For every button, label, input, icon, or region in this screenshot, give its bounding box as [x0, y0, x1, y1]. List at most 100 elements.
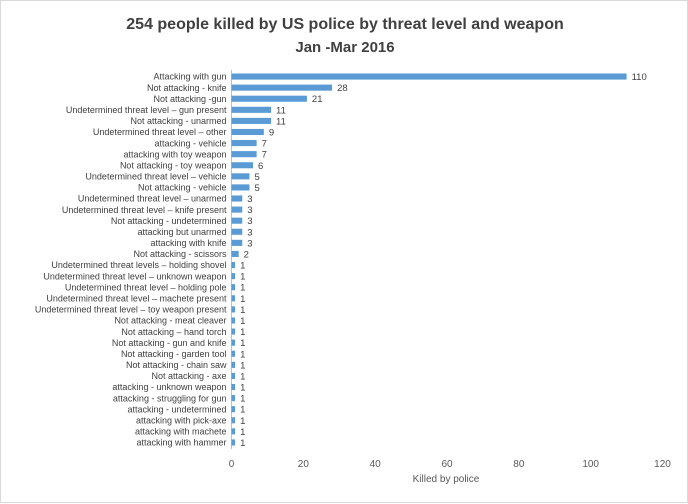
category-label: attacking - unknown weapon — [112, 382, 226, 392]
category-label: Undetermined threat level – gun present — [66, 105, 227, 115]
category-label: attacking with machete — [135, 427, 227, 437]
bar — [231, 417, 236, 424]
data-label: 1 — [240, 360, 245, 371]
data-label: 1 — [240, 294, 245, 305]
bar — [231, 361, 236, 368]
data-label: 2 — [244, 249, 249, 260]
category-label: Undetermined threat level – other — [93, 127, 227, 137]
data-label: 3 — [247, 227, 252, 238]
category-label: attacking with toy weapon — [123, 149, 226, 159]
bar — [231, 173, 250, 180]
data-label: 9 — [269, 127, 274, 138]
category-label: attacking - vehicle — [154, 138, 226, 148]
category-label: Undetermined threat level – machete pres… — [46, 294, 227, 304]
category-label: Not attacking -gun — [153, 94, 226, 104]
x-tick-label: 100 — [582, 459, 599, 470]
bar — [231, 295, 236, 302]
x-axis-label: Killed by police — [413, 474, 480, 485]
data-label: 1 — [240, 327, 245, 338]
bar — [231, 350, 236, 357]
data-label: 1 — [240, 405, 245, 416]
data-label: 1 — [240, 316, 245, 327]
data-label: 3 — [247, 216, 252, 227]
category-label: Not attacking - axe — [151, 371, 226, 381]
bar — [231, 428, 236, 435]
data-label: 11 — [276, 116, 286, 127]
category-label: Attacking with gun — [153, 72, 226, 82]
bars-group — [231, 73, 627, 446]
bar — [231, 106, 272, 113]
bar — [231, 117, 272, 124]
bar — [231, 306, 236, 313]
data-label: 1 — [240, 338, 245, 349]
category-label: Not attacking - knife — [147, 83, 227, 93]
data-label: 7 — [262, 139, 267, 150]
x-tick-label: 0 — [229, 459, 235, 470]
data-label: 1 — [240, 371, 245, 382]
bar — [231, 206, 243, 213]
bar — [231, 284, 236, 291]
bar — [231, 273, 236, 280]
bar — [231, 395, 236, 402]
data-label: 11 — [276, 105, 286, 116]
data-label: 6 — [258, 161, 263, 172]
data-label: 1 — [240, 283, 245, 294]
category-label: Not attacking – hand torch — [121, 327, 226, 337]
category-label: Undetermined threat levels – holding sho… — [51, 260, 226, 270]
category-label: Undetermined threat level – holding pole — [65, 282, 227, 292]
bar — [231, 217, 243, 224]
data-label: 1 — [240, 272, 245, 283]
bar — [231, 383, 236, 391]
data-label: 1 — [240, 261, 245, 272]
data-label: 5 — [254, 172, 259, 183]
x-tick-labels-group: 0 20 40 60 80 100 120 — [229, 459, 672, 470]
category-label: attacking with pick-axe — [136, 415, 227, 425]
category-label: attacking with hammer — [136, 438, 226, 448]
bar — [231, 239, 243, 246]
data-label: 28 — [337, 83, 348, 94]
category-label: Not attacking - chain saw — [126, 360, 227, 370]
category-label: attacking - struggling for gun — [113, 393, 227, 403]
x-tick-label: 80 — [513, 459, 525, 470]
category-label: Undetermined threat level – unknown weap… — [43, 271, 226, 281]
data-label: 1 — [240, 383, 245, 394]
bar — [231, 406, 236, 413]
bar — [231, 328, 236, 335]
bar — [231, 151, 257, 158]
category-label: Not attacking - toy weapon — [120, 160, 227, 170]
bar — [231, 73, 627, 80]
category-label: Not attacking - undetermined — [111, 216, 227, 226]
data-label: 3 — [247, 194, 252, 205]
bar — [231, 372, 236, 379]
x-tick-label: 120 — [654, 459, 671, 470]
category-label: attacking - undetermined — [127, 404, 226, 414]
chart-subtitle: Jan -Mar 2016 — [295, 39, 394, 56]
chart-title: 254 people killed by US police by threat… — [126, 16, 563, 33]
data-label: 1 — [240, 394, 245, 405]
bar — [231, 184, 250, 191]
category-label: Undetermined threat level – unarmed — [78, 194, 227, 204]
category-label: Undetermined threat level – vehicle — [85, 172, 226, 182]
bar — [231, 195, 243, 202]
data-label: 1 — [240, 438, 245, 449]
category-label: Not attacking - unarmed — [130, 116, 226, 126]
bar — [231, 162, 254, 169]
data-label: 5 — [254, 183, 259, 194]
bar — [231, 140, 257, 147]
x-tick-label: 60 — [441, 459, 453, 470]
category-label: Not attacking - gun and knife — [112, 338, 227, 348]
data-label: 1 — [240, 305, 245, 316]
data-label: 110 — [632, 72, 647, 83]
data-label: 1 — [240, 427, 245, 438]
bar — [231, 339, 236, 346]
bar — [231, 261, 236, 269]
data-label: 1 — [240, 416, 245, 427]
data-label: 3 — [247, 205, 252, 216]
bar — [231, 228, 243, 235]
category-label: Not attacking - meat cleaver — [114, 316, 226, 326]
category-label: Undetermined threat level – knife presen… — [62, 205, 227, 215]
